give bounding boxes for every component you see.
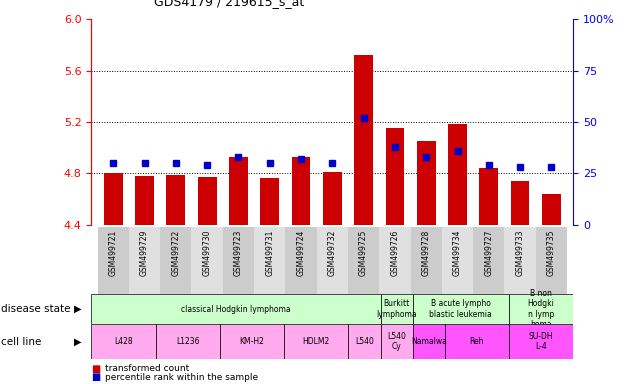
Bar (479, 168, 498, 225)
Text: classical Hodgkin lymphoma: classical Hodgkin lymphoma (181, 305, 291, 314)
Text: L540: L540 (355, 337, 374, 346)
Bar (413, 294, 509, 324)
Bar (160, 227, 192, 294)
Bar (442, 227, 473, 294)
Text: L428: L428 (114, 337, 133, 346)
Text: HDLM2: HDLM2 (302, 337, 330, 346)
Text: disease state: disease state (1, 304, 71, 314)
Bar (284, 324, 348, 359)
Bar (542, 194, 561, 225)
Bar (156, 324, 220, 359)
Text: cell line: cell line (1, 337, 42, 347)
Bar (413, 324, 445, 359)
Bar (348, 227, 379, 294)
Text: SU-DH
L-4: SU-DH L-4 (529, 332, 554, 351)
Text: GSM499725: GSM499725 (359, 230, 368, 276)
Bar (445, 324, 509, 359)
Bar (254, 227, 285, 294)
Bar (323, 172, 341, 225)
Bar (166, 175, 185, 225)
Bar (91, 324, 156, 359)
Text: GSM499729: GSM499729 (140, 230, 149, 276)
Text: GSM499734: GSM499734 (453, 230, 462, 276)
Text: GSM499730: GSM499730 (203, 230, 212, 276)
Text: GSM499728: GSM499728 (421, 230, 431, 276)
Text: L1236: L1236 (176, 337, 200, 346)
Bar (192, 227, 223, 294)
Bar (98, 227, 129, 294)
Text: GDS4179 / 219615_s_at: GDS4179 / 219615_s_at (154, 0, 304, 8)
Bar (220, 324, 284, 359)
Bar (417, 141, 435, 225)
Bar (198, 177, 217, 225)
Text: ■: ■ (91, 372, 101, 382)
Bar (260, 179, 279, 225)
Text: GSM499733: GSM499733 (515, 230, 525, 276)
Bar (381, 294, 413, 324)
Bar (386, 128, 404, 225)
Text: Reh: Reh (469, 337, 484, 346)
Text: Burkitt
lymphoma: Burkitt lymphoma (376, 300, 417, 319)
Bar (511, 181, 529, 225)
Bar (509, 294, 573, 324)
Bar (354, 55, 373, 225)
Text: GSM499722: GSM499722 (171, 230, 180, 276)
Text: ▶: ▶ (74, 304, 82, 314)
Text: GSM499723: GSM499723 (234, 230, 243, 276)
Text: GSM499735: GSM499735 (547, 230, 556, 276)
Bar (448, 124, 467, 225)
Text: GSM499731: GSM499731 (265, 230, 274, 276)
Text: GSM499727: GSM499727 (484, 230, 493, 276)
Bar (505, 227, 536, 294)
Bar (473, 227, 505, 294)
Bar (129, 227, 160, 294)
Bar (348, 324, 381, 359)
Bar (509, 324, 573, 359)
Text: GSM499724: GSM499724 (297, 230, 306, 276)
Text: GSM499726: GSM499726 (391, 230, 399, 276)
Text: ▶: ▶ (74, 337, 82, 347)
Bar (536, 227, 567, 294)
Text: GSM499732: GSM499732 (328, 230, 337, 276)
Bar (91, 294, 381, 324)
Bar (229, 157, 248, 225)
Text: percentile rank within the sample: percentile rank within the sample (105, 372, 258, 382)
Bar (104, 173, 123, 225)
Text: B non
Hodgki
n lymp
homa: B non Hodgki n lymp homa (528, 289, 554, 329)
Text: transformed count: transformed count (105, 364, 190, 373)
Bar (292, 157, 311, 225)
Text: KM-H2: KM-H2 (239, 337, 265, 346)
Bar (223, 227, 254, 294)
Bar (135, 176, 154, 225)
Bar (411, 227, 442, 294)
Text: B acute lympho
blastic leukemia: B acute lympho blastic leukemia (430, 300, 492, 319)
Bar (381, 324, 413, 359)
Text: ■: ■ (91, 364, 101, 374)
Text: GSM499721: GSM499721 (109, 230, 118, 276)
Bar (285, 227, 317, 294)
Text: L540
Cy: L540 Cy (387, 332, 406, 351)
Bar (379, 227, 411, 294)
Text: Namalwa: Namalwa (411, 337, 447, 346)
Bar (317, 227, 348, 294)
